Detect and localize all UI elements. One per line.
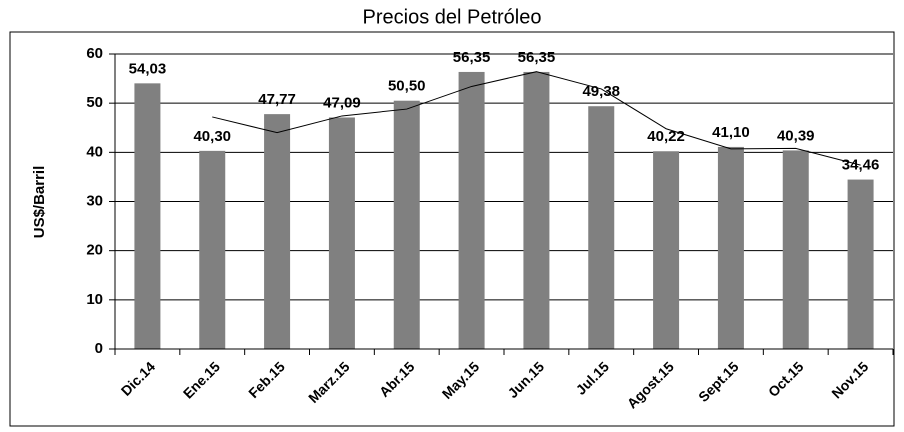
data-label: 40,30 (193, 128, 231, 145)
x-tick-label: Dic.14 (118, 358, 159, 399)
bar (134, 83, 161, 349)
x-tick-label: Abr.15 (376, 358, 418, 400)
data-label: 49,38 (582, 83, 620, 100)
bar (393, 100, 420, 349)
bar (847, 179, 874, 349)
data-label: 56,35 (518, 49, 556, 66)
bar (717, 146, 744, 349)
y-tick-label: 60 (86, 45, 103, 62)
y-tick-label: 10 (86, 291, 103, 308)
data-label: 50,50 (388, 78, 426, 95)
chart-frame (9, 31, 895, 427)
x-tick-label: Ene.15 (180, 358, 223, 401)
x-tick-label: Oct.15 (765, 358, 807, 400)
x-tick-label: Jul.15 (573, 358, 613, 398)
data-label: 41,10 (712, 124, 750, 141)
data-label: 47,09 (323, 94, 361, 111)
bar (264, 114, 291, 350)
bar (328, 117, 355, 349)
trend-line (212, 71, 861, 166)
bar (588, 106, 615, 349)
x-tick-label: Jun.15 (504, 358, 547, 401)
x-tick-label: Nov.15 (828, 358, 871, 401)
x-tick-label: Agost.15 (624, 358, 677, 411)
bar (523, 71, 550, 349)
y-tick-label: 50 (86, 94, 103, 111)
bar (199, 150, 226, 349)
bar (782, 150, 809, 349)
y-tick-label: 40 (86, 143, 103, 160)
chart-title: Precios del Petróleo (363, 6, 542, 28)
y-tick-label: 0 (95, 340, 103, 357)
x-tick-label: Marz.15 (305, 358, 353, 406)
data-label: 47,77 (258, 91, 296, 108)
bar (458, 71, 485, 349)
data-label: 40,39 (777, 127, 815, 144)
x-tick-label: Sept.15 (695, 358, 742, 405)
data-label: 56,35 (453, 49, 491, 66)
data-label: 40,22 (647, 128, 685, 145)
y-axis-label: US$/Barril (31, 166, 48, 239)
y-tick-label: 20 (86, 242, 103, 259)
bar (653, 151, 680, 349)
x-tick-label: May.15 (439, 358, 483, 402)
data-label: 54,03 (129, 60, 167, 77)
y-tick-label: 30 (86, 192, 103, 209)
x-tick-label: Feb.15 (245, 358, 288, 401)
